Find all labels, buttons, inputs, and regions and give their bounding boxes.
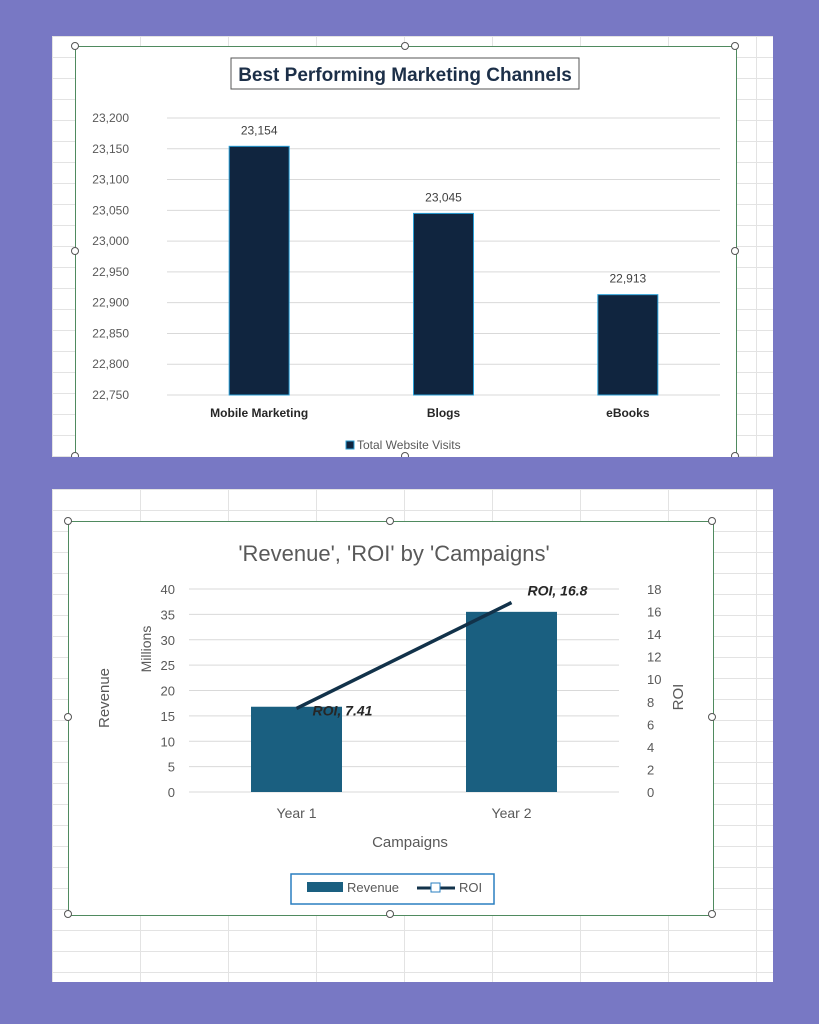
chart2-revenue-bar[interactable] [251,706,342,792]
chart1-legend-label[interactable]: Total Website Visits [357,438,461,452]
chart2-roi-line[interactable] [295,600,513,711]
chart1-title-box [230,57,580,90]
resize-handle[interactable] [731,452,739,457]
chart2-y-tick-label: 40 [161,582,175,597]
chart2-y-tick-label: 15 [161,709,175,724]
chart1-data-label: 23,154 [241,123,278,137]
top-chart-panel: Best Performing Marketing Channels 22,75… [52,36,773,457]
resize-handle[interactable] [401,42,409,50]
resize-handle[interactable] [64,713,72,721]
chart1-y-tick-label: 23,050 [92,203,129,217]
chart1-y-tick-label: 22,950 [92,265,129,279]
chart2-legend-roi-marker [430,882,441,893]
chart2-y2-tick-label: 12 [647,650,661,665]
chart2-y-axis-title[interactable]: Revenue [96,668,113,728]
chart2-y-tick-label: 35 [161,607,175,622]
chart2-y-tick-label: 5 [168,760,175,775]
chart2-legend-roi-label[interactable]: ROI [459,880,482,895]
chart2-x-tick-label: Year 2 [492,805,532,821]
chart2-y-tick-label: 25 [161,658,175,673]
chart2-legend-revenue-swatch [307,882,343,892]
chart2-y2-tick-label: 0 [647,785,654,800]
resize-handle[interactable] [386,517,394,525]
resize-handle[interactable] [708,517,716,525]
chart2-y2-tick-label: 8 [647,695,654,710]
chart2-y-tick-label: 0 [168,785,175,800]
chart1-x-tick-label: Mobile Marketing [210,406,308,420]
chart1-y-tick-label: 22,900 [92,296,129,310]
chart1-y-tick-label: 22,800 [92,357,129,371]
resize-handle[interactable] [731,42,739,50]
resize-handle[interactable] [71,247,79,255]
chart2-y2-axis-title[interactable]: ROI [670,684,687,711]
resize-handle[interactable] [708,910,716,918]
chart1-x-tick-label: Blogs [427,406,461,420]
chart2-y-units-label: Millions [138,626,154,673]
bottom-chart-panel: 'Revenue', 'ROI' by 'Campaigns' 0 5 10 15 20… [52,489,773,982]
chart2-y2-tick-label: 10 [647,672,661,687]
chart2-y2-tick-label: 14 [647,627,661,642]
chart2-x-axis-title[interactable]: Campaigns [372,834,448,851]
chart2-y2-tick-label: 6 [647,717,654,732]
resize-handle[interactable] [401,452,409,457]
chart1-x-tick-label: eBooks [606,406,650,420]
chart2-legend-revenue-label[interactable]: Revenue [347,880,399,895]
chart2-title[interactable]: 'Revenue', 'ROI' by 'Campaigns' [238,541,549,566]
resize-handle[interactable] [386,910,394,918]
resize-handle[interactable] [731,247,739,255]
chart2-y2-tick-label: 4 [647,740,654,755]
chart2-roi-data-label: ROI, 16.8 [528,583,588,599]
resize-handle[interactable] [708,713,716,721]
chart1-y-tick-label: 23,000 [92,234,129,248]
chart2-y2-tick-label: 2 [647,762,654,777]
chart1-bar[interactable] [597,294,659,396]
chart1-bar[interactable] [413,212,474,396]
chart1-y-tick-label: 23,200 [92,111,129,125]
chart2-y-tick-label: 10 [161,734,175,749]
chart1-legend-swatch [345,440,355,450]
chart1-title[interactable]: Best Performing Marketing Channels [238,65,572,86]
resize-handle[interactable] [64,910,72,918]
chart2-roi-data-label: ROI, 7.41 [313,702,373,718]
chart2-y2-tick-label: 18 [647,582,661,597]
chart2-x-tick-label: Year 1 [277,805,317,821]
chart1-y-tick-label: 23,150 [92,142,129,156]
chart2-revenue-bar[interactable] [466,611,557,792]
revenue-roi-svg: 'Revenue', 'ROI' by 'Campaigns' 05101520… [96,541,687,905]
revenue-roi-chart[interactable]: 'Revenue', 'ROI' by 'Campaigns' 0 5 10 15 20… [68,521,714,916]
chart2-legend[interactable]: Revenue ROI [290,873,495,905]
chart1-y-tick-label: 23,100 [92,173,129,187]
resize-handle[interactable] [64,517,72,525]
chart2-y2-tick-label: 16 [647,605,661,620]
chart1-y-tick-label: 22,750 [92,388,129,402]
chart1-data-label: 23,045 [425,190,462,204]
chart1-bar[interactable] [228,145,290,396]
chart2-y-tick-label: 20 [161,684,175,699]
marketing-channels-chart[interactable]: Best Performing Marketing Channels 22,75… [75,46,737,457]
chart1-y-tick-label: 22,850 [92,326,129,340]
chart2-y-tick-label: 30 [161,633,175,648]
chart1-data-label: 22,913 [609,272,646,286]
resize-handle[interactable] [71,42,79,50]
marketing-channels-svg: Best Performing Marketing Channels 22,75… [92,57,720,452]
resize-handle[interactable] [71,452,79,457]
